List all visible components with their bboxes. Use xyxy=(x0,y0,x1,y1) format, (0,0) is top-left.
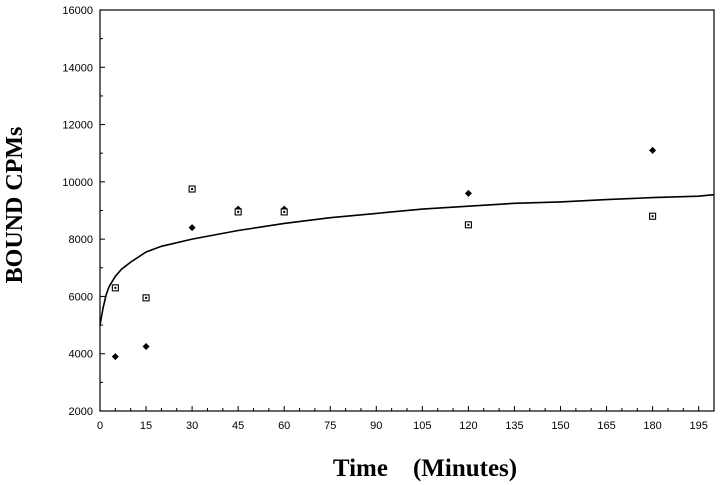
x-tick-label: 45 xyxy=(232,420,244,432)
x-tick-label: 135 xyxy=(505,420,523,432)
x-tick-label: 60 xyxy=(278,420,290,432)
x-tick-label: 75 xyxy=(324,420,336,432)
x-tick-label: 30 xyxy=(186,420,198,432)
data-point-diamond xyxy=(142,343,150,351)
data-point-diamond xyxy=(649,146,657,154)
data-point-square xyxy=(464,221,472,229)
x-axis-ticks: 0 15 30 45 60 75 90 105 120 135 150 165 180 195 xyxy=(97,406,708,432)
x-tick-label: 195 xyxy=(689,420,707,432)
data-point-diamond xyxy=(464,189,472,197)
data-point-diamond xyxy=(188,224,196,232)
x-tick-label: 105 xyxy=(413,420,431,432)
data-point-square xyxy=(234,208,242,216)
data-point-square xyxy=(188,185,196,193)
y-tick-label: 10000 xyxy=(62,177,93,189)
y-tick-label: 12000 xyxy=(62,120,93,132)
y-tick-label: 4000 xyxy=(69,349,93,361)
x-tick-label: 180 xyxy=(643,420,661,432)
data-point-square xyxy=(649,212,657,220)
x-tick-label: 0 xyxy=(97,420,103,432)
x-tick-label: 150 xyxy=(551,420,569,432)
y-axis-title: BOUND CPMs xyxy=(2,127,28,284)
data-point-square xyxy=(111,284,119,292)
x-axis-title: Time (Minutes) xyxy=(333,455,517,482)
y-tick-label: 8000 xyxy=(69,234,93,246)
y-tick-label: 6000 xyxy=(69,291,93,303)
data-point-square xyxy=(280,208,288,216)
x-tick-label: 15 xyxy=(140,420,152,432)
data-point-diamond xyxy=(111,353,119,361)
x-tick-label: 165 xyxy=(597,420,615,432)
data-marks xyxy=(99,146,715,361)
y-tick-label: 16000 xyxy=(62,5,93,17)
x-tick-label: 90 xyxy=(370,420,382,432)
y-axis-ticks: 2000 4000 6000 8000 10000 12000 14000 16000 xyxy=(62,5,105,418)
y-tick-label: 14000 xyxy=(62,62,93,74)
data-point-square xyxy=(142,294,150,302)
fit-curve xyxy=(99,193,715,326)
y-tick-label: 2000 xyxy=(69,406,93,418)
x-tick-label: 120 xyxy=(459,420,477,432)
